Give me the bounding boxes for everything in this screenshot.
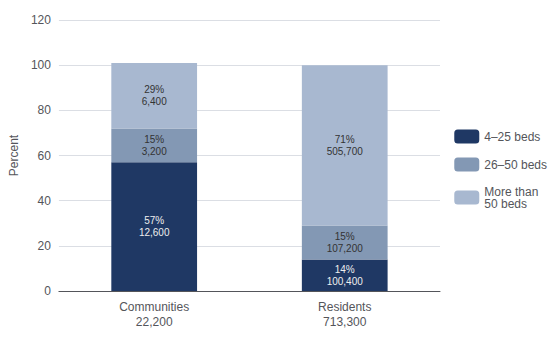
svg-text:40: 40 [38, 194, 52, 208]
svg-text:29%: 29% [144, 84, 164, 95]
svg-text:107,200: 107,200 [327, 243, 364, 254]
svg-text:713,300: 713,300 [323, 315, 367, 329]
svg-text:60: 60 [38, 149, 52, 163]
svg-text:15%: 15% [144, 134, 164, 145]
svg-text:20: 20 [38, 239, 52, 253]
svg-text:Communities: Communities [119, 300, 189, 314]
svg-text:100: 100 [31, 58, 51, 72]
svg-text:More than: More than [484, 184, 539, 199]
svg-text:6,400: 6,400 [142, 96, 167, 107]
svg-text:0: 0 [44, 284, 51, 298]
svg-text:Residents: Residents [318, 300, 371, 314]
svg-text:15%: 15% [335, 231, 355, 242]
svg-text:505,700: 505,700 [327, 146, 364, 157]
svg-text:26–50 beds: 26–50 beds [484, 158, 547, 172]
svg-text:57%: 57% [144, 215, 164, 226]
svg-text:14%: 14% [335, 264, 355, 275]
svg-text:Percent: Percent [7, 134, 21, 176]
svg-text:120: 120 [31, 13, 51, 27]
svg-text:3,200: 3,200 [142, 146, 167, 157]
svg-text:71%: 71% [335, 134, 355, 145]
svg-text:50 beds: 50 beds [484, 197, 527, 211]
svg-text:12,600: 12,600 [139, 227, 170, 238]
svg-text:100,400: 100,400 [327, 276, 364, 287]
svg-text:4–25 beds: 4–25 beds [484, 130, 540, 144]
svg-text:22,200: 22,200 [136, 315, 173, 329]
svg-text:80: 80 [38, 103, 52, 117]
